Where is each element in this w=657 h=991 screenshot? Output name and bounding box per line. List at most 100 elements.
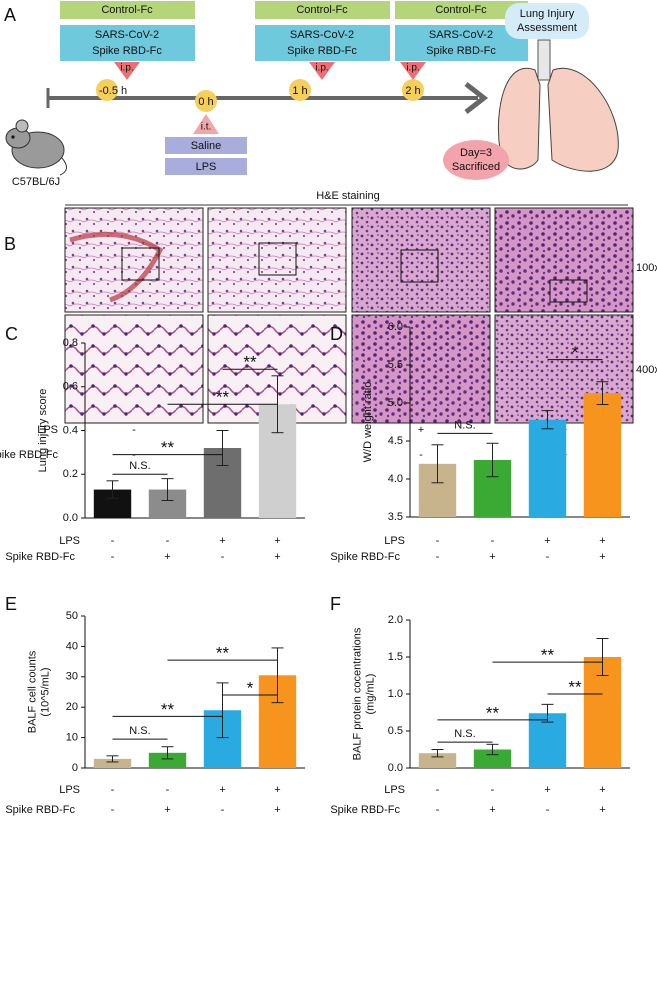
row-value: + [599,784,605,796]
panel-title: H&E staining [316,190,380,202]
row-value: - [491,784,495,796]
panel-a: A Control-Fc SARS-CoV-2 Spike RBD-Fc i.p… [4,1,619,188]
treatment-box [60,25,195,61]
treatment-box [255,25,390,61]
row-value: - [419,449,423,461]
treatment-box [395,25,528,61]
route-triangle [114,62,140,80]
panel-label: C [5,324,18,344]
route-label: i.p. [406,63,419,74]
significance-label: N.S. [129,460,150,472]
row-label: Spike RBD-Fc [330,804,400,816]
y-tick-label: 40 [66,640,78,652]
group-label: Saline [191,140,222,152]
significance-label: ** [216,644,230,663]
time-label: 1 h [292,85,307,97]
row-value: + [274,551,280,563]
y-tick-label: 0.6 [63,381,78,393]
control-box [255,1,390,19]
y-tick-label: 4.0 [388,473,403,485]
significance-label: * [247,679,254,698]
assessment-label: Assessment [517,22,577,34]
panel-label: F [330,594,341,614]
challenge: 0 h i.t. Saline LPS [165,90,247,175]
row-value: + [274,535,280,547]
magnification: 400x [636,364,657,376]
dose: Control-Fc SARS-CoV-2 Spike RBD-Fc i.p. … [255,1,390,101]
significance-label: ** [161,700,175,719]
timeline-arrow [464,82,489,114]
group-box [165,158,247,175]
y-tick-label: 1.0 [388,688,403,700]
row-value: + [489,551,495,563]
row-value: - [546,551,550,563]
treatment-label: SARS-CoV-2 [95,29,159,41]
row-value: - [221,551,225,563]
row-value: - [132,424,136,436]
y-tick-label: 0.8 [63,337,78,349]
row-value: + [219,784,225,796]
bar [473,749,512,768]
row-value: + [544,535,550,547]
y-tick-label: 0.0 [63,512,78,524]
row-value: - [546,804,550,816]
time-label: -0.5 h [99,85,127,97]
row-value: + [219,535,225,547]
y-tick-label: 0.0 [388,762,403,774]
row-label: LPS [59,535,80,547]
row-value: + [544,784,550,796]
route-triangle [400,62,426,80]
bar [418,753,457,768]
treatment-label: Spike RBD-Fc [287,45,357,57]
row-value: + [418,424,424,436]
significance-label: ** [161,438,175,457]
row-value: + [599,535,605,547]
y-tick-label: 4.5 [388,435,403,447]
row-value: - [111,804,115,816]
row-label: Spike RBD-Fc [5,551,75,563]
row-value: + [274,784,280,796]
row-value: + [164,551,170,563]
row-label: LPS [59,784,80,796]
dose: Control-Fc SARS-CoV-2 Spike RBD-Fc i.p. … [395,1,528,101]
mouse: C57BL/6J [5,119,67,188]
row-label: Spike RBD-Fc [0,449,58,461]
time-label: 2 h [405,85,420,97]
significance-label: N.S. [454,728,475,740]
dose: Control-Fc SARS-CoV-2 Spike RBD-Fc i.p. … [60,1,195,101]
bar [583,393,622,517]
y-tick-label: 1.5 [388,651,403,663]
time-circle [402,79,424,101]
panel-b: B H&E staining 100x 400x [4,190,657,424]
time-circle [289,79,311,101]
control-box [60,1,195,19]
y-tick-label: 5.0 [388,397,403,409]
y-axis-label: (mg/mL) [364,674,376,715]
route-label: i.p. [315,63,328,74]
assessment-label: Lung Injury [520,8,575,20]
significance-label: ** [243,353,257,372]
y-tick-label: 6.0 [388,321,403,333]
row-label: LPS [37,424,58,436]
row-value: - [166,535,170,547]
row-value: - [436,784,440,796]
micrograph [64,314,204,424]
y-tick-label: 0.5 [388,725,403,737]
y-tick-label: 30 [66,671,78,683]
y-tick-label: 50 [66,610,78,622]
group-label: LPS [196,161,217,173]
micrograph [64,207,204,313]
control-label: Control-Fc [296,4,348,16]
group-box [165,137,247,154]
time-label: 0 h [198,96,213,108]
zoom-box [121,247,160,281]
treatment-label: SARS-CoV-2 [290,29,354,41]
row-value: - [491,535,495,547]
route-triangle [193,114,219,134]
zoom-box [258,242,297,276]
row-label: LPS [384,784,405,796]
row-value: - [166,784,170,796]
y-tick-label: 0 [72,762,78,774]
y-axis-label: (10^5/mL) [39,667,51,716]
